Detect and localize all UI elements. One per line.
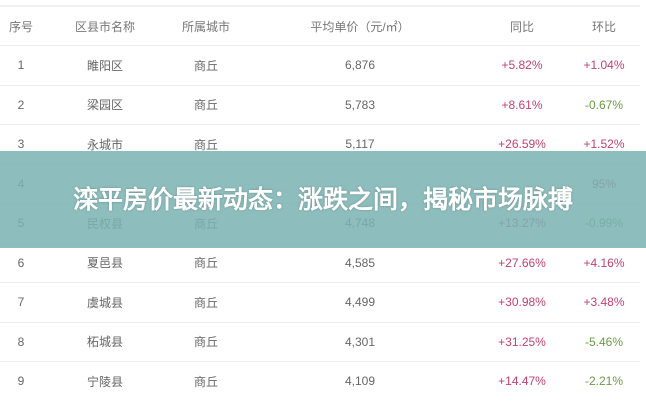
cell-mom: +4.16% xyxy=(568,242,640,283)
table-row: 9 宁陵县 商丘 4,109 +14.47% -2.21% xyxy=(0,361,640,401)
header-city: 所属城市 xyxy=(181,19,230,34)
table-row: 2 梁园区 商丘 5,783 +8.61% -0.67% xyxy=(0,84,640,125)
cell-city: 商丘 xyxy=(168,361,244,401)
cell-yoy: +5.82% xyxy=(476,45,568,85)
cell-index: 9 xyxy=(0,361,42,401)
cell-avg-price: 4,109 xyxy=(244,361,476,401)
cell-mom: +3.48% xyxy=(568,282,640,322)
cell-yoy: +8.61% xyxy=(476,84,568,125)
cell-index: 7 xyxy=(0,282,42,322)
cell-mom: -5.46% xyxy=(568,321,640,362)
cell-city: 商丘 xyxy=(168,282,244,322)
cell-district: 睢阳区 xyxy=(42,45,168,85)
cell-yoy: +14.47% xyxy=(476,361,568,401)
cell-mom: -2.21% xyxy=(568,361,640,401)
header-avg-price: 平均单价（元/㎡） xyxy=(310,19,410,34)
cell-city: 商丘 xyxy=(168,84,244,125)
cell-avg-price: 6,876 xyxy=(244,45,476,85)
cell-yoy: +31.25% xyxy=(476,321,568,362)
cell-index: 1 xyxy=(0,45,42,85)
cell-avg-price: 5,783 xyxy=(244,84,476,125)
cell-district: 梁园区 xyxy=(42,84,168,125)
header-yoy: 同比 xyxy=(509,19,534,34)
title-banner: 滦平房价最新动态：涨跌之间，揭秘市场脉搏 xyxy=(0,151,646,248)
cell-city: 商丘 xyxy=(168,45,244,85)
header-mom: 环比 xyxy=(591,19,616,34)
cell-index: 2 xyxy=(0,84,42,125)
cell-district: 夏邑县 xyxy=(42,242,168,283)
cell-district: 柘城县 xyxy=(42,321,168,362)
table-header-row: 序号 区县市名称 所属城市 平均单价（元/㎡） 同比 环比 xyxy=(0,7,640,46)
article-title: 滦平房价最新动态：涨跌之间，揭秘市场脉搏 xyxy=(72,184,573,214)
cell-index: 6 xyxy=(0,242,42,283)
cell-index: 8 xyxy=(0,321,42,362)
cell-mom: -0.67% xyxy=(568,84,640,125)
header-district: 区县市名称 xyxy=(74,19,135,34)
cell-avg-price: 4,585 xyxy=(244,242,476,283)
header-index: 序号 xyxy=(8,19,33,34)
cell-district: 虞城县 xyxy=(42,282,168,322)
cell-city: 商丘 xyxy=(168,321,244,362)
table-row: 6 夏邑县 商丘 4,585 +27.66% +4.16% xyxy=(0,242,640,283)
table-top-border xyxy=(0,5,640,7)
cell-yoy: +30.98% xyxy=(476,282,568,322)
cell-mom: +1.04% xyxy=(568,45,640,85)
cell-district: 宁陵县 xyxy=(42,361,168,401)
cell-avg-price: 4,301 xyxy=(244,321,476,362)
cell-avg-price: 4,499 xyxy=(244,282,476,322)
table-row: 8 柘城县 商丘 4,301 +31.25% -5.46% xyxy=(0,321,640,362)
table-row: 1 睢阳区 商丘 6,876 +5.82% +1.04% xyxy=(0,45,640,85)
cell-yoy: +27.66% xyxy=(476,242,568,283)
table-row: 7 虞城县 商丘 4,499 +30.98% +3.48% xyxy=(0,282,640,322)
cell-city: 商丘 xyxy=(168,242,244,283)
